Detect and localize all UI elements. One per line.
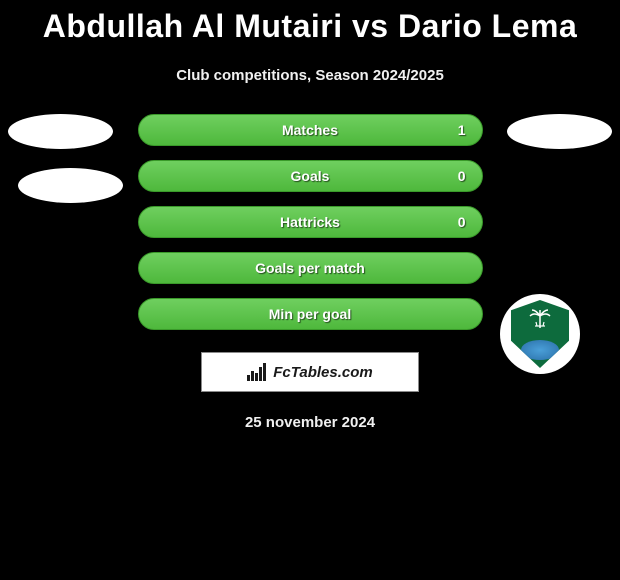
stat-label: Goals [291, 168, 330, 184]
stat-value-right: 0 [458, 214, 466, 230]
attribution-box: FcTables.com [201, 352, 419, 392]
page-title: Abdullah Al Mutairi vs Dario Lema [0, 0, 620, 45]
right-player-placeholder-1 [507, 114, 612, 149]
stat-label: Matches [282, 122, 338, 138]
stat-value-right: 0 [458, 168, 466, 184]
stat-label: Goals per match [255, 260, 365, 276]
stat-bar-goals-per-match: Goals per match [138, 252, 483, 284]
left-player-placeholder-2 [18, 168, 123, 203]
stat-label: Hattricks [280, 214, 340, 230]
date-text: 25 november 2024 [0, 414, 620, 431]
club-badge [500, 294, 580, 374]
palm-icon [528, 308, 552, 328]
stat-bars: Matches 1 Goals 0 Hattricks 0 Goals per … [138, 114, 483, 330]
bar-chart-icon [247, 363, 269, 381]
stats-area: Matches 1 Goals 0 Hattricks 0 Goals per … [0, 114, 620, 431]
stat-bar-hattricks: Hattricks 0 [138, 206, 483, 238]
stat-label: Min per goal [269, 306, 351, 322]
stat-bar-goals: Goals 0 [138, 160, 483, 192]
page-subtitle: Club competitions, Season 2024/2025 [0, 67, 620, 84]
stat-bar-matches: Matches 1 [138, 114, 483, 146]
attribution-text: FcTables.com [273, 364, 372, 381]
left-player-placeholder-1 [8, 114, 113, 149]
stat-bar-min-per-goal: Min per goal [138, 298, 483, 330]
stat-value-right: 1 [458, 122, 466, 138]
